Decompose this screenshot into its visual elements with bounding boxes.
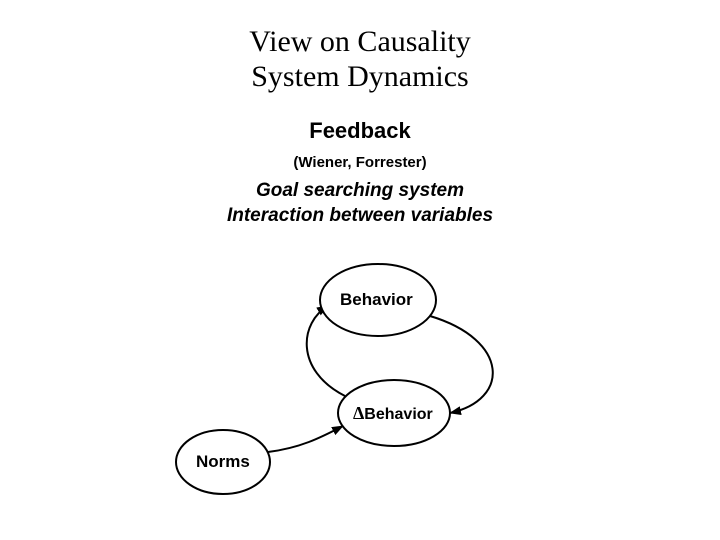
label-behavior: Behavior bbox=[340, 290, 413, 310]
delta-symbol-icon: Δ bbox=[353, 403, 364, 423]
label-delta-behavior: ΔBehavior bbox=[353, 403, 433, 424]
label-norms: Norms bbox=[196, 452, 250, 472]
slide-stage: View on Causality System Dynamics Feedba… bbox=[0, 0, 720, 540]
feedback-diagram bbox=[0, 0, 720, 540]
edge-norms-to-delta bbox=[268, 426, 343, 452]
label-norms-text: Norms bbox=[196, 452, 250, 471]
label-behavior-text: Behavior bbox=[340, 290, 413, 309]
label-delta-behavior-text: Behavior bbox=[364, 406, 432, 423]
